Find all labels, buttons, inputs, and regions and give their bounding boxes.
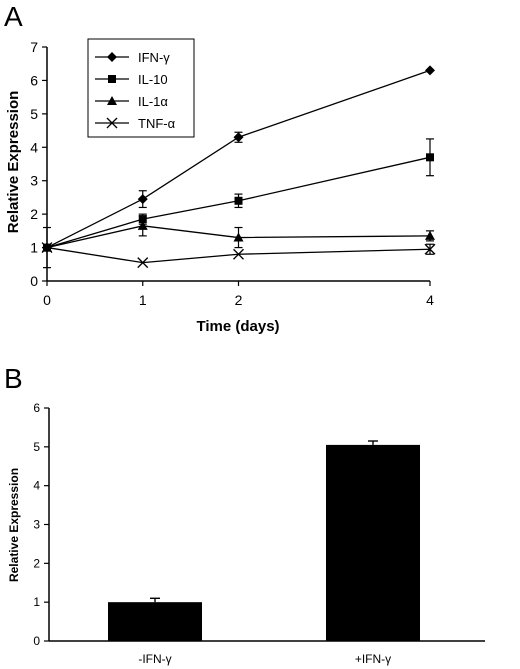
panel-b-bars: [108, 440, 420, 641]
series-path: [46, 156, 431, 249]
series-path: [46, 225, 431, 249]
legend-item: IL-1α: [95, 94, 168, 109]
y-tick-label: 3: [30, 173, 38, 189]
triangle-marker: [425, 230, 435, 240]
y-tick-label: 4: [33, 479, 40, 493]
bar: [108, 602, 202, 641]
y-tick-label: 0: [33, 634, 40, 648]
panel-b-letter: B: [4, 363, 23, 394]
panel-a-y-label: Relative Expression: [5, 91, 22, 234]
y-tick-label: 7: [30, 39, 38, 55]
legend-item: IFN-γ: [95, 50, 170, 65]
y-tick-label: 6: [30, 72, 38, 88]
triangle-marker: [107, 96, 117, 105]
legend-item: IL-10: [95, 72, 168, 87]
panel-a-y-ticks: 0 1 2 3 4 5 6 7: [30, 39, 47, 289]
x-tick-label: +IFN-γ: [355, 652, 391, 666]
y-tick-label: 1: [33, 595, 40, 609]
panel-b-y-ticks: 0 1 2 3 4 5 6: [33, 401, 49, 648]
y-tick-label: 0: [30, 273, 38, 289]
diamond-marker: [107, 52, 117, 62]
x-marker: [41, 242, 53, 254]
y-tick-label: 3: [33, 518, 40, 532]
y-tick-label: 5: [33, 440, 40, 454]
x-marker: [233, 248, 244, 260]
panel-a-plot-area: [41, 65, 436, 269]
legend-label: IFN-γ: [138, 50, 170, 65]
diamond-marker: [425, 65, 435, 76]
error-bar: [150, 597, 160, 603]
panel-a-x-label: Time (days): [196, 318, 279, 335]
panel-a: A 0 1 2 3 4 5 6 7 0 1 2 4 Relative Expression Time…: [4, 1, 436, 335]
y-tick-label: 2: [30, 206, 38, 222]
x-marker: [137, 257, 149, 269]
diamond-marker: [233, 132, 244, 143]
square-marker: [234, 196, 243, 205]
y-tick-label: 5: [30, 106, 38, 122]
legend-box: [87, 38, 195, 138]
triangle-marker: [137, 220, 148, 230]
panel-b-y-label: Relative Expression: [7, 468, 21, 582]
series-path: [46, 246, 431, 264]
diamond-marker: [137, 194, 148, 205]
y-tick-label: 2: [33, 556, 40, 570]
panel-a-letter: A: [4, 1, 23, 32]
bar: [326, 444, 420, 641]
panel-a-legend: IFN-γ IL-10 IL-1α TNF-α: [87, 38, 195, 138]
x-tick-label: 2: [235, 292, 243, 308]
square-marker: [426, 153, 434, 162]
x-tick-label: 0: [43, 292, 51, 308]
triangle-marker: [233, 232, 244, 242]
x-marker: [106, 117, 118, 129]
error-bar: [368, 440, 378, 445]
x-tick-label: 1: [139, 292, 147, 308]
legend-label: TNF-α: [138, 116, 176, 131]
x-marker: [424, 243, 436, 255]
legend-label: IL-10: [138, 72, 168, 87]
panel-a-x-ticks: 0 1 2 4: [43, 281, 434, 308]
legend-item: TNF-α: [95, 116, 176, 131]
panel-b: B 0 1 2 3 4 5 6 Relative Expression -IFN-γ +IFN…: [4, 363, 485, 666]
series-line: [41, 226, 436, 269]
square-marker: [108, 75, 116, 83]
x-tick-label: 4: [426, 292, 434, 308]
x-tick-label: -IFN-γ: [138, 652, 171, 666]
legend-label: IL-1α: [138, 94, 168, 109]
series-path: [46, 69, 431, 249]
y-tick-label: 6: [33, 401, 40, 415]
series-line: [42, 215, 435, 252]
y-tick-label: 4: [30, 139, 38, 155]
y-tick-label: 1: [30, 240, 38, 256]
panel-b-x-ticks: -IFN-γ +IFN-γ: [138, 652, 391, 666]
